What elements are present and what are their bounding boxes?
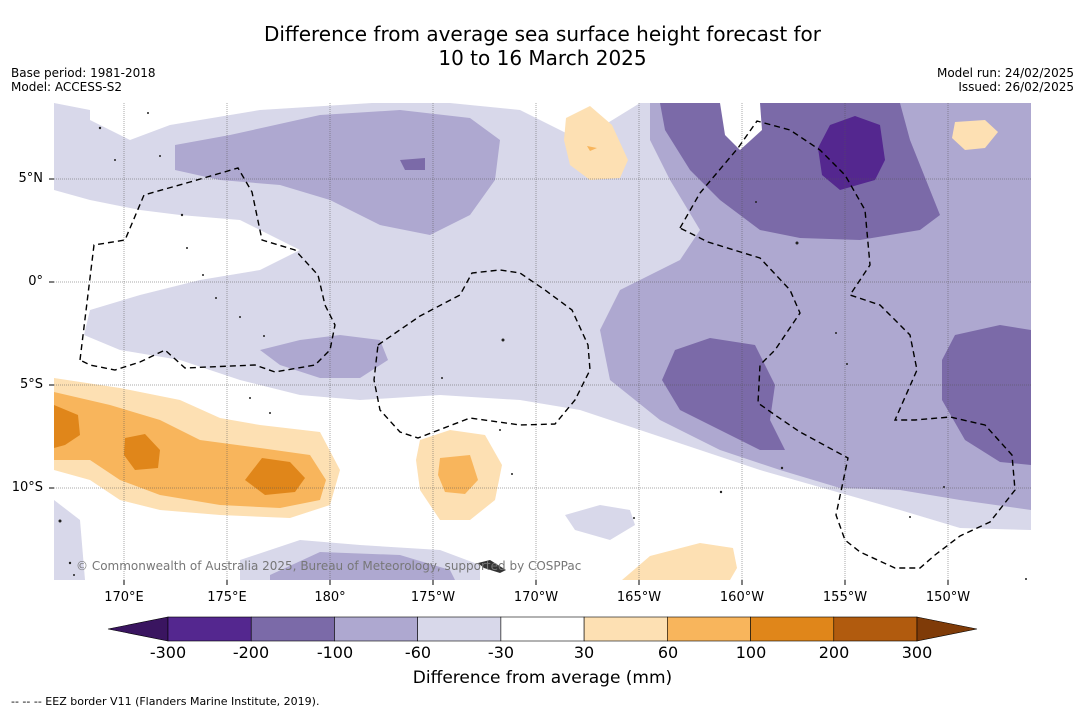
copyright-text: © Commonwealth of Australia 2025, Bureau… [76, 559, 582, 573]
colorbar-tick: 200 [818, 643, 850, 662]
lon-label-170e: 170°E [104, 590, 144, 605]
lat-label-0: 0° [28, 274, 43, 289]
colorbar-tick: 100 [735, 643, 767, 662]
colorbar-segment [417, 616, 502, 642]
base-period-text: Base period: 1981-2018 [11, 66, 156, 80]
chart-title-line2: 10 to 16 March 2025 [438, 46, 647, 70]
anomaly-region-darkorange-east [245, 458, 305, 495]
anomaly-region-orange-center [438, 455, 478, 494]
colorbar-tick: -60 [404, 643, 432, 662]
colorbar-segment [750, 616, 835, 642]
lat-label-10s: 10°S [11, 480, 43, 495]
anomaly-region-peach-south [622, 543, 737, 580]
eez-legend-footnote: -- -- -- EEZ border V11 (Flanders Marine… [11, 695, 320, 708]
anomaly-region-peach-northeast [952, 120, 998, 150]
colorbar-segment [583, 616, 668, 642]
lon-label-155w: 155°W [822, 590, 868, 605]
chart-title-line1: Difference from average sea surface heig… [263, 22, 822, 46]
anomaly-region-purple-east [942, 325, 1031, 465]
map-area [54, 103, 1031, 580]
island-shape [478, 560, 506, 573]
lon-label-150w: 150°W [925, 590, 971, 605]
colorbar-over-arrow [916, 616, 978, 642]
lon-label-180: 180° [314, 590, 346, 605]
colorbar-segment [334, 616, 418, 642]
axis-ticks [49, 178, 949, 585]
lon-label-165w: 165°W [616, 590, 662, 605]
anomaly-region-peach-north [564, 106, 628, 180]
colorbar-under-arrow [107, 616, 169, 642]
model-run-text: Model run: 24/02/2025 [936, 66, 1074, 80]
colorbar [107, 616, 978, 642]
anomaly-region-lavender-north [175, 110, 500, 235]
colorbar-segment [250, 616, 335, 642]
anomaly-region-purple-mid [662, 338, 785, 450]
colorbar-segment [167, 616, 252, 642]
colorbar-tick: 300 [901, 643, 933, 662]
issued-text: Issued: 26/02/2025 [958, 80, 1074, 94]
anomaly-region-darkorange-west [54, 405, 80, 448]
lat-label-5n: 5°N [18, 171, 44, 186]
eez-borders [79, 120, 1016, 569]
colorbar-segment [833, 616, 918, 642]
anomaly-region-lavender-small [260, 335, 388, 378]
anomaly-region-dark-purple [818, 116, 885, 190]
lon-label-175e: 175°E [207, 590, 247, 605]
colorbar-tick: 30 [573, 643, 595, 662]
lon-label-160w: 160°W [719, 590, 765, 605]
colorbar-tick: -100 [316, 643, 354, 662]
colorbar-tick: -30 [487, 643, 515, 662]
anomaly-region-darkorange-mid [124, 434, 160, 470]
colorbar-tick: 60 [657, 643, 679, 662]
lon-label-175w: 175°W [410, 590, 456, 605]
lon-label-170w: 170°W [513, 590, 559, 605]
colorbar-tick: -300 [149, 643, 187, 662]
colorbar-tick: -200 [232, 643, 270, 662]
anomaly-region-light-lavender-south [565, 505, 635, 540]
colorbar-segment [500, 616, 585, 642]
colorbar-label: Difference from average (mm) [412, 668, 673, 688]
lat-label-5s: 5°S [19, 377, 43, 392]
model-text: Model: ACCESS-S2 [11, 80, 123, 94]
graticule [54, 103, 1031, 580]
colorbar-segment [667, 616, 751, 642]
